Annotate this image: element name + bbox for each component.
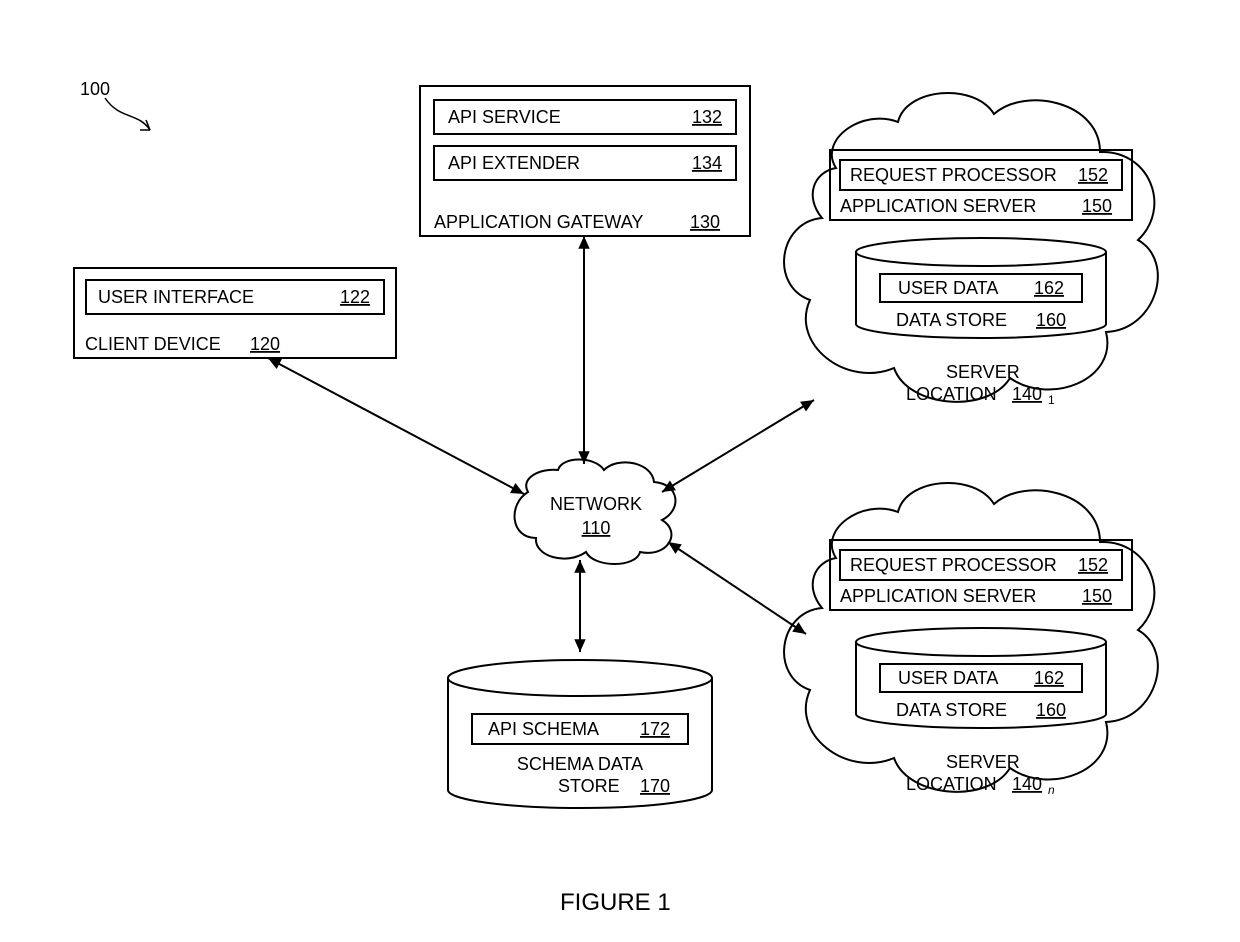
request-processor-label-1: REQUEST PROCESSOR bbox=[850, 555, 1057, 575]
schema-store-label-2: STORE bbox=[558, 776, 620, 796]
application-server-number-1: 150 bbox=[1082, 586, 1112, 606]
connector-arrow-0 bbox=[578, 236, 589, 464]
client-device-label: CLIENT DEVICE bbox=[85, 334, 221, 354]
diagram-canvas: 100 NETWORK 110 CLIENT DEVICE 120 USER INTERF… bbox=[0, 0, 1240, 942]
request-processor-number-1: 152 bbox=[1078, 555, 1108, 575]
user-interface-label: USER INTERFACE bbox=[98, 287, 254, 307]
user-data-label-0: USER DATA bbox=[898, 278, 998, 298]
gateway-row-number-1: 134 bbox=[692, 153, 722, 173]
server-location-subscript-0: 1 bbox=[1048, 393, 1055, 407]
user-data-label-1: USER DATA bbox=[898, 668, 998, 688]
user-data-number-0: 162 bbox=[1034, 278, 1064, 298]
application-server-label-1: APPLICATION SERVER bbox=[840, 586, 1036, 606]
server-location-label2-1: LOCATION bbox=[906, 774, 997, 794]
figure-ref-arrow bbox=[105, 98, 150, 130]
network-number: 110 bbox=[582, 518, 611, 538]
request-processor-number-0: 152 bbox=[1078, 165, 1108, 185]
server-location-number-1: 140 bbox=[1012, 774, 1042, 794]
connector-arrow-2 bbox=[574, 560, 585, 652]
application-gateway-number: 130 bbox=[690, 212, 720, 232]
schema-store-label-1: SCHEMA DATA bbox=[517, 754, 643, 774]
client-device-number: 120 bbox=[250, 334, 280, 354]
gateway-row-number-0: 132 bbox=[692, 107, 722, 127]
schema-store-number: 170 bbox=[640, 776, 670, 796]
api-schema-number: 172 bbox=[640, 719, 670, 739]
connector-arrow-4 bbox=[668, 542, 806, 634]
user-interface-number: 122 bbox=[340, 287, 370, 307]
application-server-label-0: APPLICATION SERVER bbox=[840, 196, 1036, 216]
gateway-row-label-1: API EXTENDER bbox=[448, 153, 580, 173]
request-processor-label-0: REQUEST PROCESSOR bbox=[850, 165, 1057, 185]
api-schema-label: API SCHEMA bbox=[488, 719, 599, 739]
server-location-label-0: SERVER bbox=[946, 362, 1020, 382]
server-location-label-1: SERVER bbox=[946, 752, 1020, 772]
application-server-number-0: 150 bbox=[1082, 196, 1112, 216]
connector-arrow-3 bbox=[662, 400, 814, 492]
user-data-number-1: 162 bbox=[1034, 668, 1064, 688]
gateway-row-label-0: API SERVICE bbox=[448, 107, 561, 127]
server-location-label2-0: LOCATION bbox=[906, 384, 997, 404]
connector-arrow-1 bbox=[268, 358, 524, 494]
server-location-number-0: 140 bbox=[1012, 384, 1042, 404]
application-gateway-label: APPLICATION GATEWAY bbox=[434, 212, 643, 232]
data-store-number-1: 160 bbox=[1036, 700, 1066, 720]
data-store-label-1: DATA STORE bbox=[896, 700, 1007, 720]
data-store-number-0: 160 bbox=[1036, 310, 1066, 330]
data-store-label-0: DATA STORE bbox=[896, 310, 1007, 330]
figure-caption: FIGURE 1 bbox=[560, 889, 671, 916]
figure-ref-number: 100 bbox=[80, 79, 110, 99]
server-location-subscript-1: n bbox=[1048, 783, 1055, 797]
network-label: NETWORK bbox=[550, 494, 642, 514]
